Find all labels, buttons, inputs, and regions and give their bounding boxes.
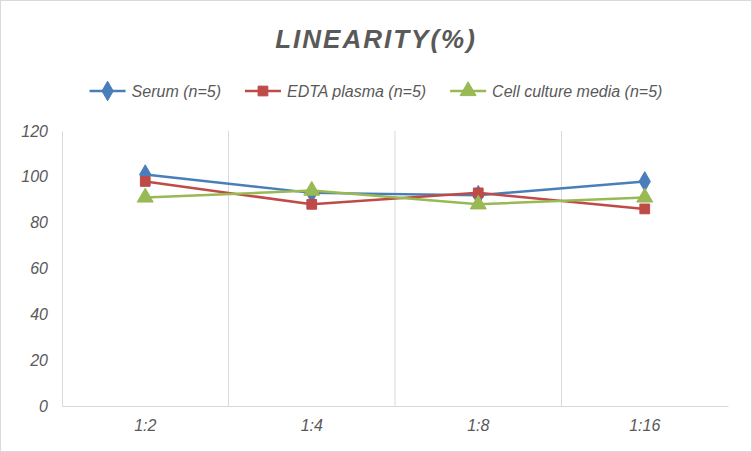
series-line bbox=[145, 191, 645, 205]
y-tick-label: 40 bbox=[30, 306, 48, 323]
grid bbox=[229, 131, 562, 406]
y-tick: 80 bbox=[30, 214, 62, 231]
y-axis-line bbox=[62, 132, 63, 407]
x-tick: 1:16 bbox=[629, 406, 660, 434]
x-tick-label: 1:2 bbox=[134, 417, 156, 434]
y-tick: 40 bbox=[30, 306, 62, 323]
legend-marker bbox=[258, 86, 268, 96]
grid-line bbox=[395, 131, 396, 406]
grid-line bbox=[561, 131, 562, 406]
x-tick-label: 1:8 bbox=[467, 417, 489, 434]
x-tick-label: 1:4 bbox=[301, 417, 323, 434]
series-marker bbox=[640, 204, 650, 214]
legend-label: Cell culture media (n=5) bbox=[492, 83, 662, 100]
grid-line bbox=[228, 131, 229, 406]
series-marker bbox=[137, 188, 153, 202]
legend-label: EDTA plasma (n=5) bbox=[287, 83, 426, 100]
x-tick: 1:2 bbox=[134, 406, 156, 434]
x-tick: 1:8 bbox=[467, 406, 489, 434]
x-axis-line bbox=[63, 406, 729, 407]
y-tick: 120 bbox=[21, 123, 62, 140]
legend-marker bbox=[460, 82, 476, 96]
x-tick-label: 1:16 bbox=[629, 417, 660, 434]
y-tick: 60 bbox=[30, 260, 62, 277]
series-marker bbox=[470, 195, 486, 209]
chart-border bbox=[1, 1, 752, 452]
legend-label: Serum (n=5) bbox=[132, 83, 221, 100]
legend-item: EDTA plasma (n=5) bbox=[245, 83, 426, 100]
y-tick: 20 bbox=[29, 352, 62, 369]
y-tick-label: 60 bbox=[30, 260, 48, 277]
series-marker bbox=[637, 188, 653, 202]
legend-marker bbox=[102, 81, 113, 101]
legend: Serum (n=5) EDTA plasma (n=5) Cell culture… bbox=[90, 81, 663, 101]
series-marker bbox=[304, 181, 320, 195]
series-marker bbox=[140, 177, 150, 187]
y-tick-label: 80 bbox=[30, 214, 48, 231]
y-tick-label: 0 bbox=[39, 398, 48, 415]
marks bbox=[137, 165, 652, 214]
y-tick-label: 20 bbox=[29, 352, 48, 369]
y-tick-label: 120 bbox=[21, 123, 48, 140]
series-marker bbox=[307, 199, 317, 209]
y-tick-label: 100 bbox=[21, 168, 48, 185]
legend-item: Cell culture media (n=5) bbox=[450, 82, 662, 100]
plot: 0 20 40 60 80 100 120 1:2 1:4 1:8 1:16 bbox=[21, 123, 728, 435]
legend-item: Serum (n=5) bbox=[90, 81, 221, 101]
y-tick: 0 bbox=[39, 398, 62, 415]
x-axis: 1:2 1:4 1:8 1:16 bbox=[63, 406, 729, 434]
x-tick: 1:4 bbox=[301, 406, 323, 434]
y-axis: 0 20 40 60 80 100 120 bbox=[21, 123, 62, 415]
chart: LINEARITY(%) 0 20 40 60 80 100 120 1:2 1:4 1:8 1:16… bbox=[0, 0, 752, 452]
series-line bbox=[145, 181, 645, 209]
y-tick: 100 bbox=[21, 168, 62, 185]
title: LINEARITY(%) bbox=[275, 24, 477, 54]
